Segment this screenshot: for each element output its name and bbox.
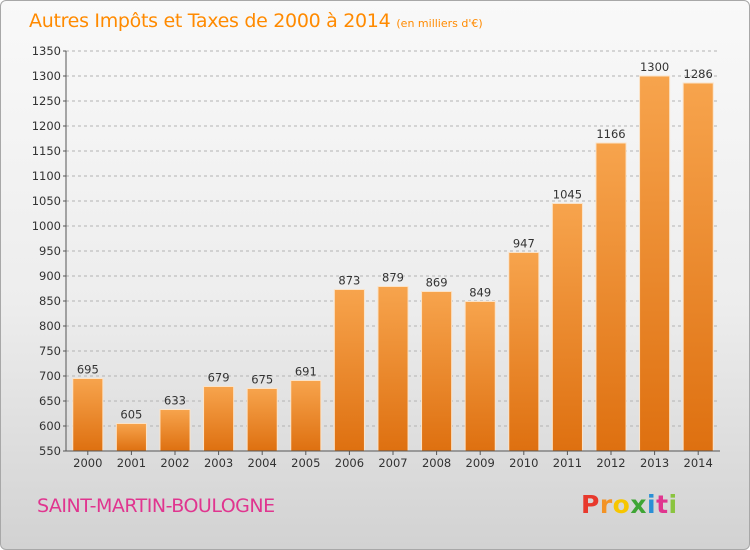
y-tick-label: 1150 — [32, 144, 61, 158]
logo-letter: t — [656, 490, 669, 519]
bar-2012 — [595, 142, 627, 452]
y-tick-label: 550 — [39, 444, 61, 458]
bars: 695 605 633 679 675 691 873 879 869 849 947 1045 116… — [72, 60, 714, 452]
y-tick-label: 600 — [39, 419, 61, 433]
bar-value-label: 947 — [513, 237, 535, 251]
bar-value-label: 1286 — [684, 67, 713, 81]
y-tick-label: 1300 — [32, 69, 61, 83]
bar-value-label: 1045 — [553, 188, 582, 202]
x-tick-label: 2012 — [596, 456, 625, 470]
chart-subtitle: (en milliers d'€) — [396, 17, 483, 30]
bar-value-label: 1166 — [596, 127, 625, 141]
y-tick-label: 650 — [39, 394, 61, 408]
logo-letter: r — [599, 490, 613, 519]
x-tick-label: 2003 — [204, 456, 233, 470]
bar-value-label: 633 — [164, 394, 186, 408]
bar-value-label: 679 — [208, 371, 230, 385]
logo-letter: P — [581, 490, 600, 519]
x-tick-label: 2001 — [117, 456, 146, 470]
x-tick-label: 2013 — [640, 456, 669, 470]
logo-letter: o — [612, 490, 631, 519]
place-label: SAINT-MARTIN-BOULOGNE — [37, 495, 275, 517]
x-tick-label: 2006 — [335, 456, 364, 470]
bar-value-label: 879 — [382, 271, 404, 285]
bar-2003 — [203, 386, 235, 452]
y-tick-label: 1350 — [32, 44, 61, 58]
bar-2010 — [508, 252, 540, 452]
axes: 550 600 650 700 750 800 850 900 950 1000 1050 1100 1… — [32, 44, 720, 470]
bar-value-label: 849 — [469, 286, 491, 300]
x-tick-label: 2011 — [553, 456, 582, 470]
x-tick-label: 2005 — [291, 456, 320, 470]
bar-2007 — [377, 286, 409, 452]
bar-value-label: 873 — [338, 274, 360, 288]
bar-2000 — [72, 378, 104, 452]
y-tick-label: 900 — [39, 269, 61, 283]
y-tick-label: 1100 — [32, 169, 61, 183]
bar-value-label: 869 — [426, 276, 448, 290]
logo-letter: i — [647, 490, 657, 519]
bar-value-label: 695 — [77, 363, 99, 377]
y-tick-label: 850 — [39, 294, 61, 308]
y-tick-label: 1200 — [32, 119, 61, 133]
x-tick-label: 2008 — [422, 456, 451, 470]
x-tick-label: 2010 — [509, 456, 538, 470]
bar-2001 — [115, 423, 147, 452]
y-tick-label: 1250 — [32, 94, 61, 108]
y-tick-label: 750 — [39, 344, 61, 358]
proxiti-logo: Proxiti — [581, 490, 678, 519]
bar-2008 — [421, 291, 453, 452]
bar-2004 — [246, 388, 278, 452]
logo-letter: x — [630, 490, 647, 519]
y-tick-label: 950 — [39, 244, 61, 258]
logo-letter: i — [668, 490, 678, 519]
bar-2014 — [682, 82, 714, 452]
bar-2009 — [464, 301, 496, 452]
bar-value-label: 691 — [295, 365, 317, 379]
y-tick-label: 1000 — [32, 219, 61, 233]
chart-title-text: Autres Impôts et Taxes de 2000 à 2014 — [29, 10, 391, 32]
bar-2005 — [290, 380, 322, 452]
bar-2013 — [639, 75, 671, 452]
x-tick-label: 2000 — [73, 456, 102, 470]
x-tick-label: 2002 — [160, 456, 189, 470]
y-tick-label: 1050 — [32, 194, 61, 208]
x-tick-label: 2004 — [248, 456, 277, 470]
bar-2011 — [551, 203, 583, 452]
y-tick-label: 800 — [39, 319, 61, 333]
bar-2006 — [333, 289, 365, 452]
x-tick-label: 2007 — [378, 456, 407, 470]
y-tick-label: 700 — [39, 369, 61, 383]
bar-value-label: 605 — [120, 408, 142, 422]
x-tick-label: 2014 — [684, 456, 713, 470]
bar-2002 — [159, 409, 191, 452]
bar-value-label: 1300 — [640, 60, 669, 74]
bar-value-label: 675 — [251, 373, 273, 387]
x-tick-label: 2009 — [466, 456, 495, 470]
chart-title: Autres Impôts et Taxes de 2000 à 2014 (en… — [29, 10, 483, 32]
